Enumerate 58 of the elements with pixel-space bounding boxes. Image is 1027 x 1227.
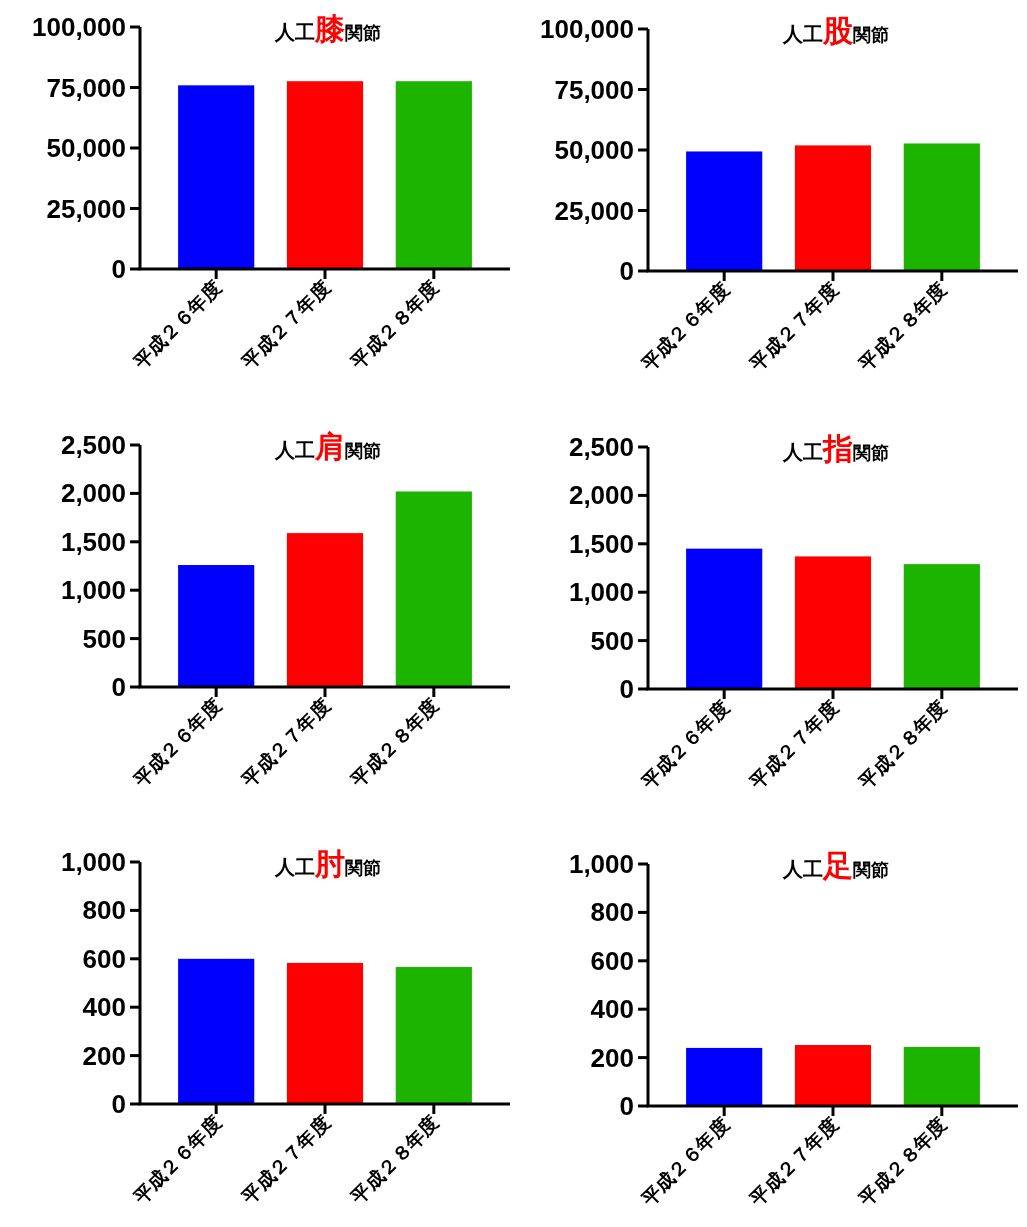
y-tick-label: 0 xyxy=(619,1091,634,1121)
y-tick-label: 1,000 xyxy=(60,575,126,606)
y-tick-label: 0 xyxy=(619,256,634,286)
x-tick-label: 平成２７年度 xyxy=(237,1111,334,1209)
y-tick-label: 25,000 xyxy=(554,195,634,226)
x-tick-label: 平成２６年度 xyxy=(128,276,225,374)
y-tick-label: 1,000 xyxy=(60,847,126,877)
chart-title: 人工膝関節 xyxy=(274,12,381,45)
x-tick-label: 平成２６年度 xyxy=(636,278,733,376)
x-tick-label: 平成２７年度 xyxy=(237,694,334,792)
x-tick-label: 平成２８年度 xyxy=(854,1113,951,1211)
y-tick-label: 100,000 xyxy=(32,12,126,42)
y-tick-label: 2,500 xyxy=(60,430,126,460)
x-tick-label: 平成２６年度 xyxy=(128,694,225,792)
chart-title: 人工足関節 xyxy=(782,849,889,882)
x-tick-label: 平成２８年度 xyxy=(346,1111,443,1209)
x-tick-label: 平成２６年度 xyxy=(128,1111,225,1209)
y-tick-label: 500 xyxy=(82,623,126,654)
x-tick-label: 平成２８年度 xyxy=(854,696,951,794)
y-tick-label: 100,000 xyxy=(540,14,634,44)
y-tick-label: 0 xyxy=(111,254,126,284)
x-tick-label: 平成２７年度 xyxy=(237,276,334,374)
x-tick-label: 平成２７年度 xyxy=(745,278,842,376)
y-tick-label: 800 xyxy=(82,895,126,926)
y-tick-label: 75,000 xyxy=(554,74,634,105)
y-tick-label: 0 xyxy=(111,1089,126,1119)
y-tick-label: 25,000 xyxy=(46,193,126,224)
y-tick-label: 600 xyxy=(82,943,126,974)
y-tick-label: 500 xyxy=(590,625,634,656)
x-tick-label: 平成２８年度 xyxy=(346,276,443,374)
x-tick-label: 平成２６年度 xyxy=(636,1113,733,1211)
y-tick-label: 50,000 xyxy=(46,133,126,163)
y-tick-label: 400 xyxy=(590,994,634,1025)
y-tick-label: 2,000 xyxy=(568,480,634,511)
y-tick-label: 1,500 xyxy=(568,528,634,559)
chart-title: 人工指関節 xyxy=(782,432,889,465)
x-tick-label: 平成２８年度 xyxy=(854,278,951,376)
y-tick-label: 0 xyxy=(111,672,126,702)
y-tick-label: 75,000 xyxy=(46,72,126,103)
chart-title: 人工肩関節 xyxy=(274,430,381,463)
chart-title: 人工股関節 xyxy=(782,14,889,47)
y-tick-label: 400 xyxy=(82,992,126,1023)
y-tick-label: 200 xyxy=(82,1040,126,1071)
chart-title: 人工肘関節 xyxy=(274,847,381,880)
x-tick-label: 平成２７年度 xyxy=(745,696,842,794)
y-tick-label: 50,000 xyxy=(554,135,634,165)
y-tick-label: 0 xyxy=(619,674,634,704)
x-tick-label: 平成２８年度 xyxy=(346,694,443,792)
y-tick-label: 800 xyxy=(590,897,634,928)
y-tick-label: 1,000 xyxy=(568,849,634,879)
y-tick-label: 600 xyxy=(590,945,634,976)
y-tick-label: 1,500 xyxy=(60,526,126,557)
y-tick-label: 2,000 xyxy=(60,478,126,509)
y-tick-label: 1,000 xyxy=(568,577,634,608)
x-tick-label: 平成２７年度 xyxy=(745,1113,842,1211)
y-tick-label: 2,500 xyxy=(568,432,634,462)
y-tick-label: 200 xyxy=(590,1042,634,1073)
x-tick-label: 平成２６年度 xyxy=(636,696,733,794)
